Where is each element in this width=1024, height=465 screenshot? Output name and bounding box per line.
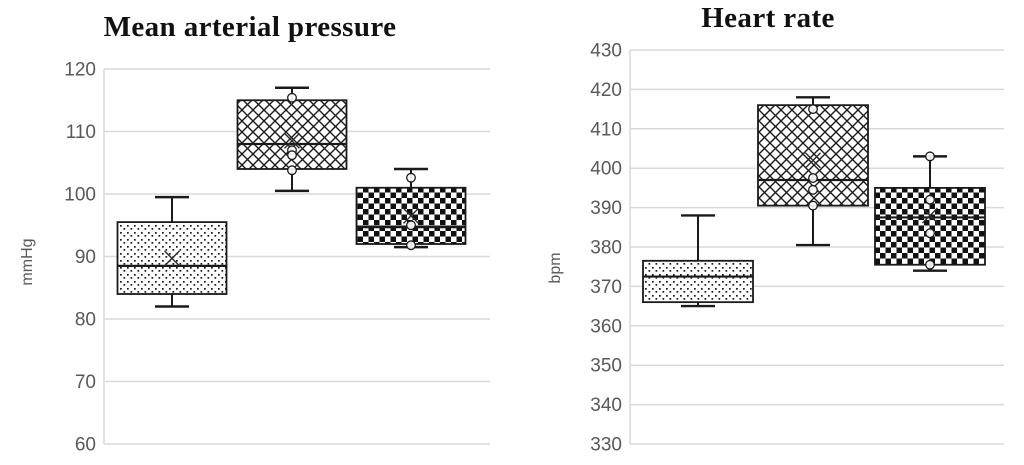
- data-point: [925, 151, 935, 162]
- box-group-1: [642, 214, 754, 308]
- y-axis-label-mmhg: mmHg: [19, 238, 36, 286]
- box-group-2: [757, 96, 869, 247]
- box-group-2: [236, 86, 348, 193]
- y-tick-label: 110: [66, 122, 96, 143]
- mean-x-marker: [805, 152, 821, 169]
- y-tick-label: 90: [75, 247, 96, 268]
- chart-1: 330 340 350 360 370 380 390 400 410 420 430: [590, 41, 1004, 456]
- y-tick-label: 390: [590, 198, 622, 219]
- chart-title-mean-arterial-pressure: Mean arterial pressure: [103, 11, 397, 43]
- y-tick-label: 420: [590, 80, 622, 101]
- data-point: [287, 150, 297, 161]
- y-tick-label: 80: [75, 310, 96, 331]
- y-tick-label: 370: [590, 277, 622, 298]
- data-point: [406, 220, 416, 231]
- data-point: [925, 228, 935, 239]
- y-tick-label: 340: [590, 395, 622, 416]
- mean-x-marker: [284, 132, 300, 149]
- data-point: [808, 173, 818, 184]
- chart-title-heart-rate: Heart rate: [701, 2, 835, 34]
- y-tick-label: 350: [590, 356, 622, 377]
- mean-x-marker: [403, 207, 419, 224]
- data-point: [406, 240, 416, 251]
- y-tick-label: 60: [75, 435, 96, 456]
- y-tick-label: 100: [64, 185, 96, 206]
- chart-0: 60 70 80 90 100 110 120: [64, 60, 490, 456]
- mean-x-marker: [164, 250, 180, 267]
- data-point: [406, 172, 416, 183]
- data-point: [925, 259, 935, 270]
- y-tick-label: 360: [590, 316, 622, 337]
- data-point: [808, 200, 818, 211]
- y-tick-label: 430: [590, 41, 622, 62]
- box-rect-dots: [642, 259, 754, 304]
- y-tick-label: 120: [64, 60, 96, 81]
- box-group-1: [116, 195, 228, 308]
- box-group-3: [874, 151, 986, 272]
- y-tick-label: 330: [590, 435, 622, 456]
- data-point: [808, 184, 818, 195]
- box-group-3: [355, 167, 467, 251]
- data-point: [808, 104, 818, 115]
- y-axis-label-bpm: bpm: [547, 252, 564, 284]
- y-tick-label: 400: [590, 159, 622, 180]
- y-tick-label: 380: [590, 238, 622, 259]
- y-tick-label: 410: [590, 119, 622, 140]
- data-point: [925, 194, 935, 205]
- data-point: [287, 92, 297, 103]
- data-point: [287, 165, 297, 176]
- mean-x-marker: [922, 207, 938, 224]
- y-tick-label: 70: [75, 372, 96, 393]
